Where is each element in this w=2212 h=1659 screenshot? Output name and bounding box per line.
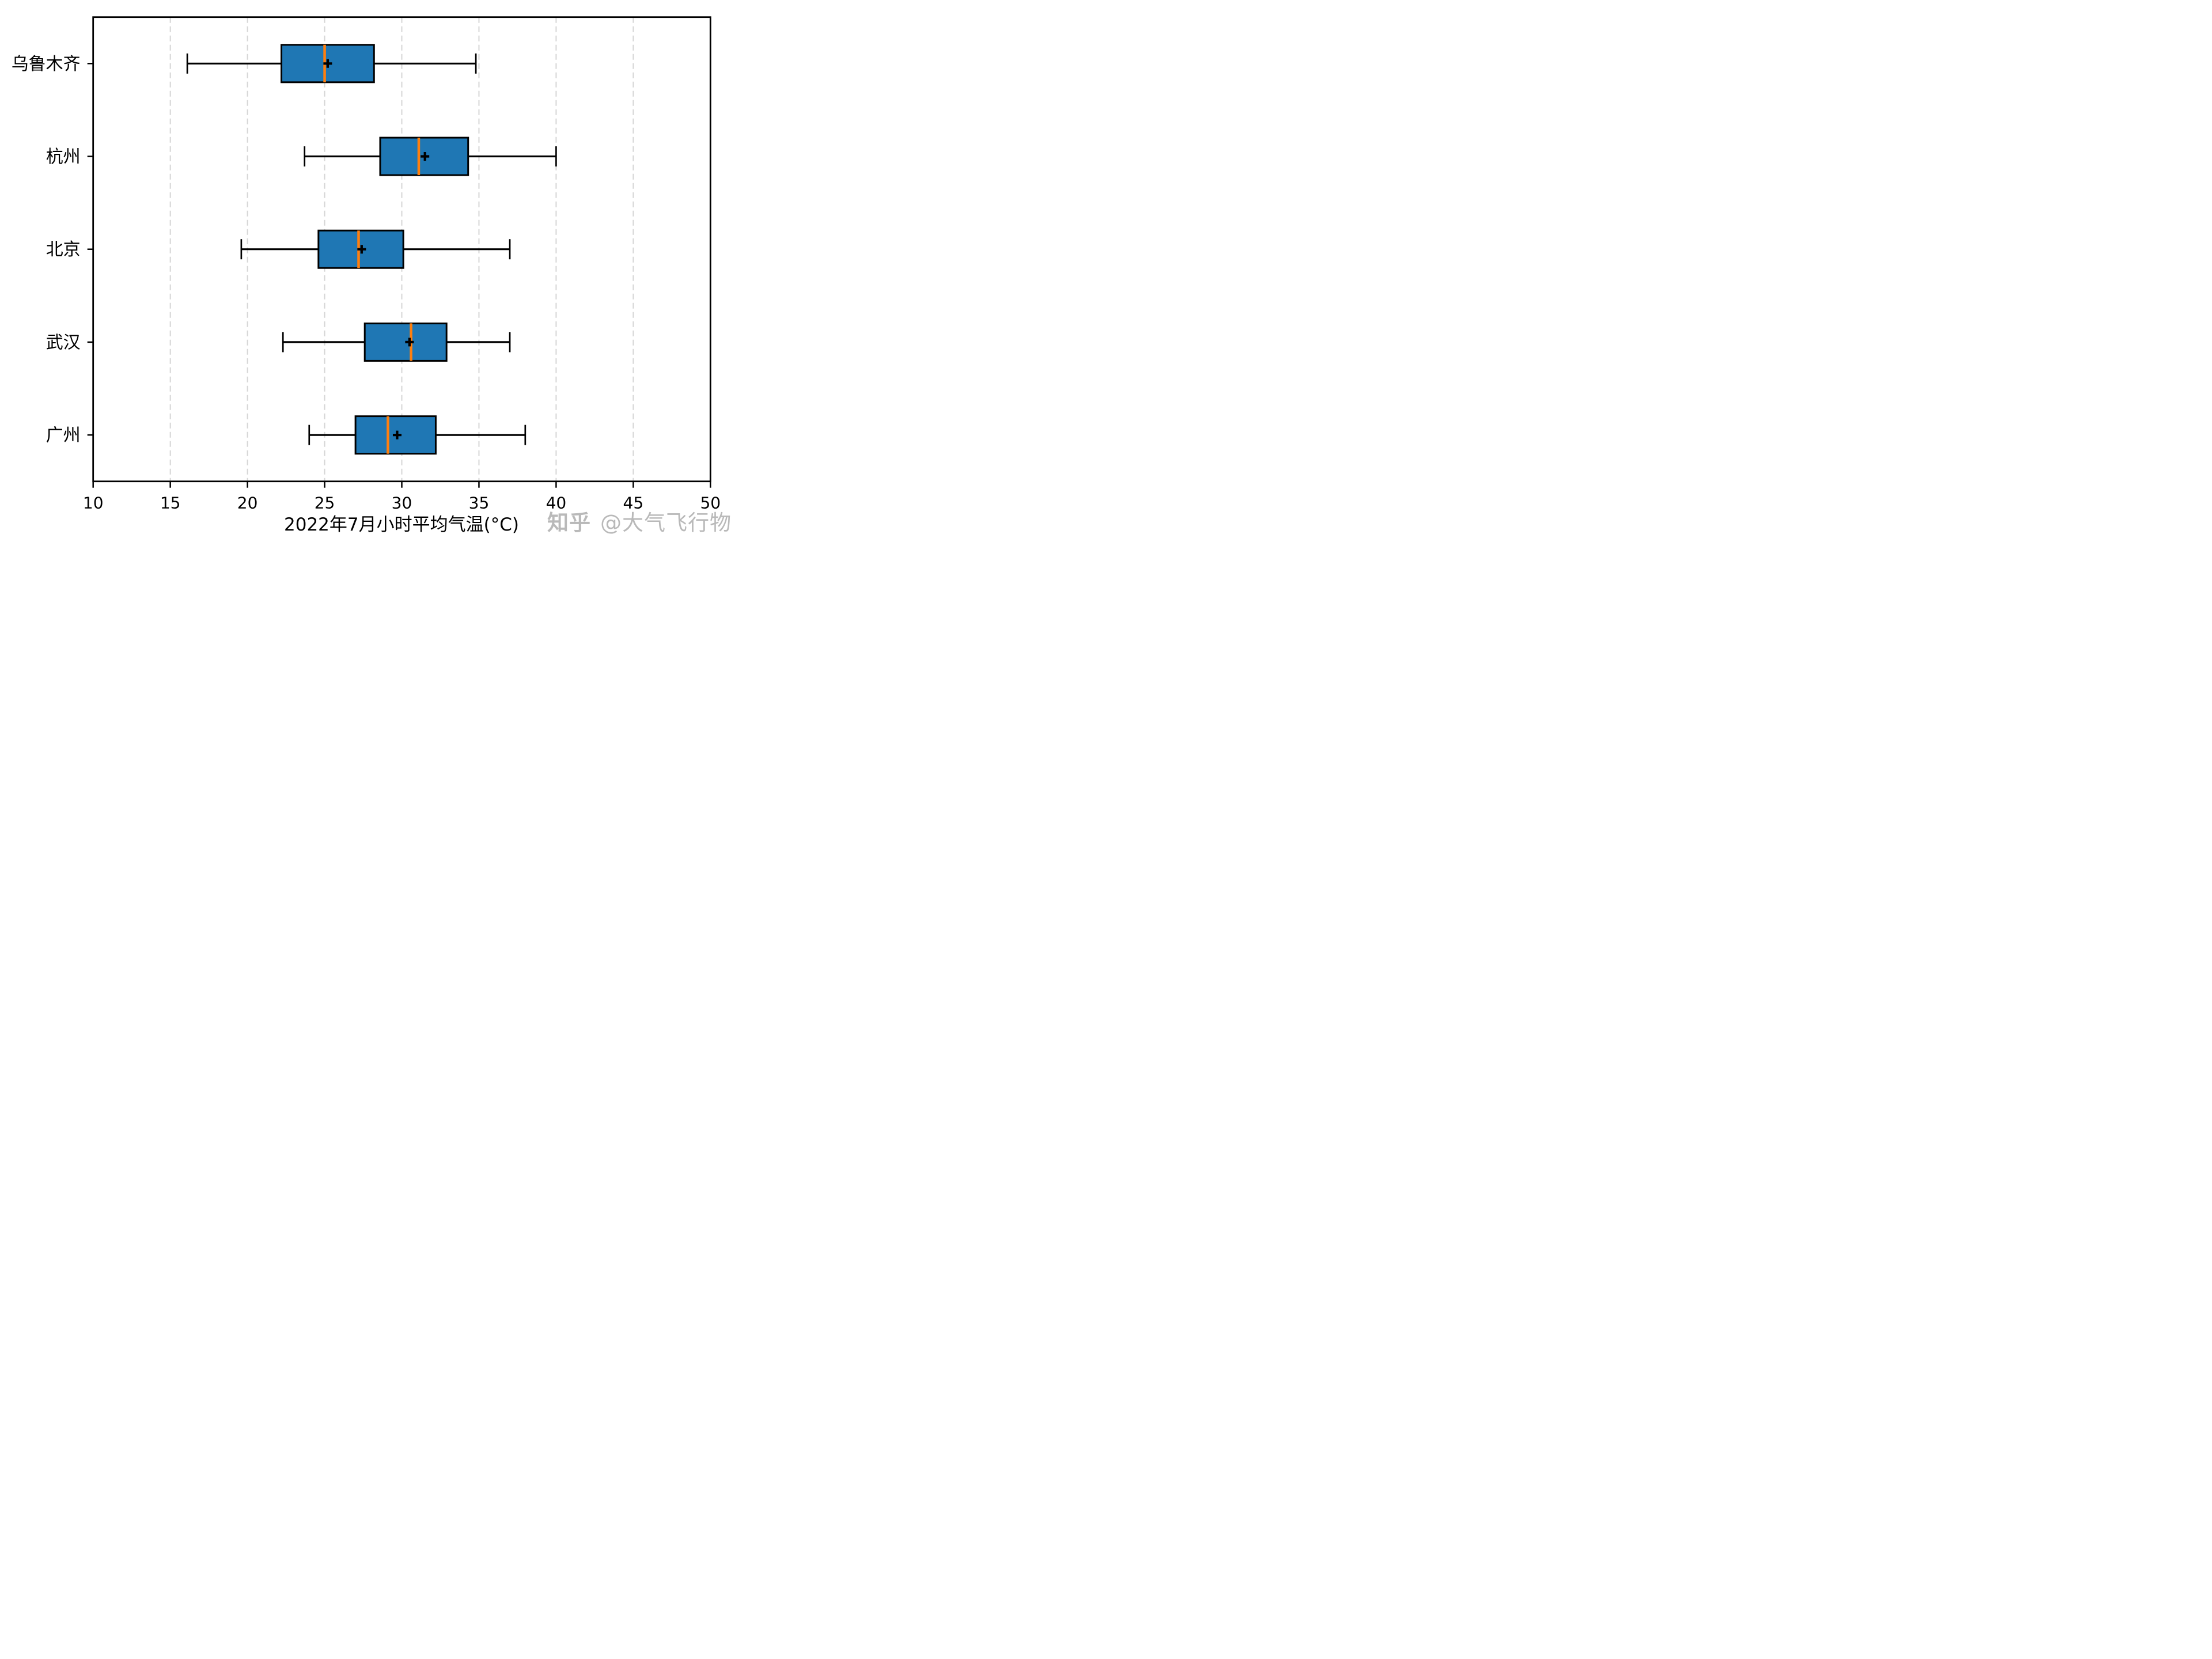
x-tick-label: 40: [546, 494, 567, 513]
x-axis-label: 2022年7月小时平均气温(°C): [284, 514, 519, 535]
x-tick-label: 20: [237, 494, 258, 513]
category-label: 武汉: [46, 332, 81, 353]
mean-plus-marker: [392, 430, 402, 440]
x-tick-label: 25: [315, 494, 335, 513]
x-tick-label: 35: [469, 494, 490, 513]
watermark: 知乎 @大气飞行物: [547, 512, 732, 533]
x-tick-label: 30: [392, 494, 412, 513]
watermark-author: @大气飞行物: [600, 510, 732, 535]
mean-plus-marker: [323, 59, 332, 68]
x-tick-label: 15: [160, 494, 181, 513]
x-tick-label: 45: [623, 494, 644, 513]
x-tick-label: 10: [83, 494, 104, 513]
box-rect: [379, 137, 469, 176]
category-label: 北京: [46, 240, 81, 260]
mean-plus-marker: [421, 152, 430, 161]
mean-plus-marker: [405, 338, 414, 347]
boxplot-figure: 乌鲁木齐杭州北京武汉广州 10 15 20 25 30 35 40 45 50 2022年7月小时平…: [0, 0, 737, 553]
watermark-brand-zhihu: 知乎: [547, 510, 591, 535]
mean-plus-marker: [357, 245, 366, 254]
category-label: 乌鲁木齐: [12, 54, 81, 74]
category-label: 杭州: [46, 147, 81, 167]
x-tick-label: 50: [700, 494, 721, 513]
category-label: 广州: [46, 426, 81, 446]
